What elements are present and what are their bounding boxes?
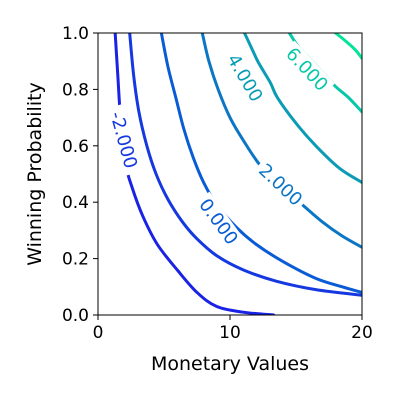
- contour-label-background: [103, 103, 144, 177]
- x-axis-title: Monetary Values: [151, 353, 309, 375]
- contour-line-4: [243, 33, 362, 184]
- x-tick-label: 10: [219, 323, 241, 343]
- y-tick-label: 1.0: [62, 24, 89, 44]
- contour-line-6: [334, 33, 362, 60]
- y-tick-label: 0.0: [62, 306, 89, 326]
- y-tick-label: 0.4: [62, 193, 89, 213]
- contour-label-background: [251, 157, 310, 214]
- contour-label-background: [191, 191, 245, 253]
- x-tick-label: 0: [93, 323, 104, 343]
- y-axis-ticks: 0.0 0.2 0.4 0.6 0.8 1.0: [62, 24, 98, 326]
- y-axis-title: Winning Probability: [24, 82, 46, 266]
- y-tick-label: 0.6: [62, 137, 89, 157]
- contour-line-1: [128, 33, 362, 297]
- contour-label-background: [220, 47, 269, 110]
- y-tick-label: 0.8: [62, 80, 89, 100]
- x-tick-label: 20: [351, 323, 373, 343]
- y-tick-label: 0.2: [62, 250, 89, 270]
- x-axis-ticks: 0 10 20: [93, 315, 373, 343]
- contour-label-background: [278, 40, 335, 99]
